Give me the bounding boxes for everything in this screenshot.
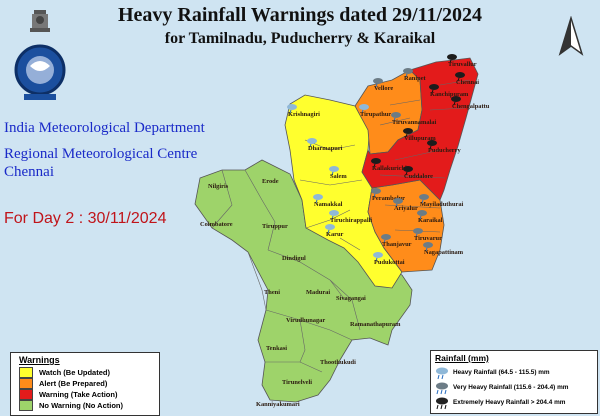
district-label: Karur [326, 231, 344, 238]
extreme-rain-marker [447, 54, 457, 64]
heavy-rain-marker [329, 166, 339, 176]
legend-item-very-heavy: Very Heavy Rainfall (115.6 - 204.4) mm [435, 380, 597, 395]
swatch-no-warning [19, 400, 33, 411]
district-label: Mayiladuthurai [420, 201, 464, 208]
district-label: Thoothukudi [320, 359, 356, 366]
district-label: Erode [262, 178, 279, 185]
extreme-rain-marker [371, 158, 381, 168]
district-label: Ramanathapuram [350, 321, 401, 328]
district-label: Chennai [456, 79, 479, 86]
heavy-rain-marker [313, 194, 323, 204]
very-rain-marker [419, 194, 429, 204]
very-rain-marker [371, 188, 381, 198]
district-label: Puducherry [428, 147, 461, 154]
heavy-rain-marker [307, 138, 317, 148]
warnings-legend: Warnings Watch (Be Updated) Alert (Be Pr… [10, 352, 160, 416]
heavy-rain-marker [325, 224, 335, 234]
very-heavy-rain-icon [436, 382, 448, 394]
region-no-warning [194, 159, 413, 403]
extreme-rain-marker [427, 140, 437, 150]
district-label: Virudhunagar [286, 317, 325, 324]
legend-item-alert: Alert (Be Prepared) [19, 378, 159, 389]
district-label: Villupuram [404, 135, 436, 142]
district-label: Nilgiris [208, 183, 229, 190]
district-label: Tiruppur [262, 223, 288, 230]
legend-item-warning: Warning (Take Action) [19, 389, 159, 400]
rainfall-legend-heading: Rainfall (mm) [435, 353, 489, 363]
district-label: Coimbatore [200, 221, 233, 228]
district-label: Kallakurichi [372, 165, 407, 172]
forecast-day: For Day 2 : 30/11/2024 [4, 210, 167, 227]
district-label: Theni [264, 289, 280, 296]
district-label: Tiruvallur [448, 61, 477, 68]
extreme-rain-marker [403, 128, 413, 138]
warnings-legend-heading: Warnings [19, 355, 60, 365]
district-boundaries [211, 79, 471, 373]
district-label: Krishnagiri [288, 111, 320, 118]
swatch-watch [19, 367, 33, 378]
district-label: Vellore [374, 85, 393, 92]
district-label: Dharmapuri [308, 145, 343, 152]
district-label: Tenkasi [266, 345, 287, 352]
north-arrow-icon [558, 16, 584, 56]
extreme-rain-marker [429, 84, 439, 94]
very-rain-marker [423, 242, 433, 252]
org-city: Chennai [4, 164, 54, 180]
district-label: Madurai [306, 289, 330, 296]
org-name: India Meteorological Department [4, 120, 205, 136]
district-label: Tiruvarur [414, 235, 442, 242]
district-label: Cuddalore [404, 173, 433, 180]
very-rain-marker [373, 78, 383, 88]
district-label: Tirunelveli [282, 379, 312, 386]
district-label: Sivagangai [336, 295, 366, 302]
map-title: Heavy Rainfall Warnings dated 29/11/2024 [117, 4, 483, 26]
extreme-rain-marker [451, 96, 461, 106]
very-rain-marker [417, 210, 427, 220]
district-label: Thanjavur [382, 241, 412, 248]
district-label: Nagapattinam [424, 249, 464, 256]
district-label: Namakkal [314, 201, 343, 208]
swatch-alert [19, 378, 33, 389]
legend-item-no-warning: No Warning (No Action) [19, 400, 159, 411]
rainfall-legend: Rainfall (mm) Heavy Rainfall (64.5 - 115… [430, 350, 598, 414]
very-rain-marker [413, 228, 423, 238]
swatch-warning [19, 389, 33, 400]
district-label: Kanniyakumari [256, 401, 300, 408]
legend-item-heavy: Heavy Rainfall (64.5 - 115.5) mm [435, 365, 597, 380]
district-label: Dindigul [282, 255, 306, 262]
very-rain-marker [381, 234, 391, 244]
district-label: Salem [330, 173, 347, 180]
very-rain-marker [393, 198, 403, 208]
district-label: Ariyalur [394, 205, 418, 212]
region-warning [361, 57, 479, 201]
heavy-rain-marker [287, 104, 297, 114]
district-label: Kanchipuram [430, 91, 469, 98]
heavy-rain-icon [436, 367, 448, 379]
imd-emblem-icon [14, 10, 66, 100]
heavy-rain-marker [359, 104, 369, 114]
very-rain-marker [391, 112, 401, 122]
map-subtitle: for Tamilnadu, Puducherry & Karaikal [164, 30, 436, 47]
district-label: Tiruvannamalai [392, 119, 436, 126]
legend-item-watch: Watch (Be Updated) [19, 367, 159, 378]
district-label: Karaikal [418, 217, 443, 224]
district-label: Tirupathur [360, 111, 391, 118]
extreme-rain-marker [455, 72, 465, 82]
district-label: Perambalur [372, 195, 405, 202]
heavy-rain-marker [373, 252, 383, 262]
district-label: Ranipet [404, 75, 427, 82]
very-rain-marker [403, 68, 413, 78]
district-label: Chengalpattu [452, 103, 490, 110]
org-centre: Regional Meteorological Centre [4, 146, 198, 162]
district-label: Tiruchirappalli [330, 217, 372, 224]
heavy-rain-marker [329, 210, 339, 220]
district-label: Pudukottai [374, 259, 405, 266]
legend-item-extremely-heavy: Extremely Heavy Rainfall > 204.4 mm [435, 395, 597, 410]
extreme-rain-marker [403, 166, 413, 176]
extremely-heavy-rain-icon [436, 397, 448, 409]
